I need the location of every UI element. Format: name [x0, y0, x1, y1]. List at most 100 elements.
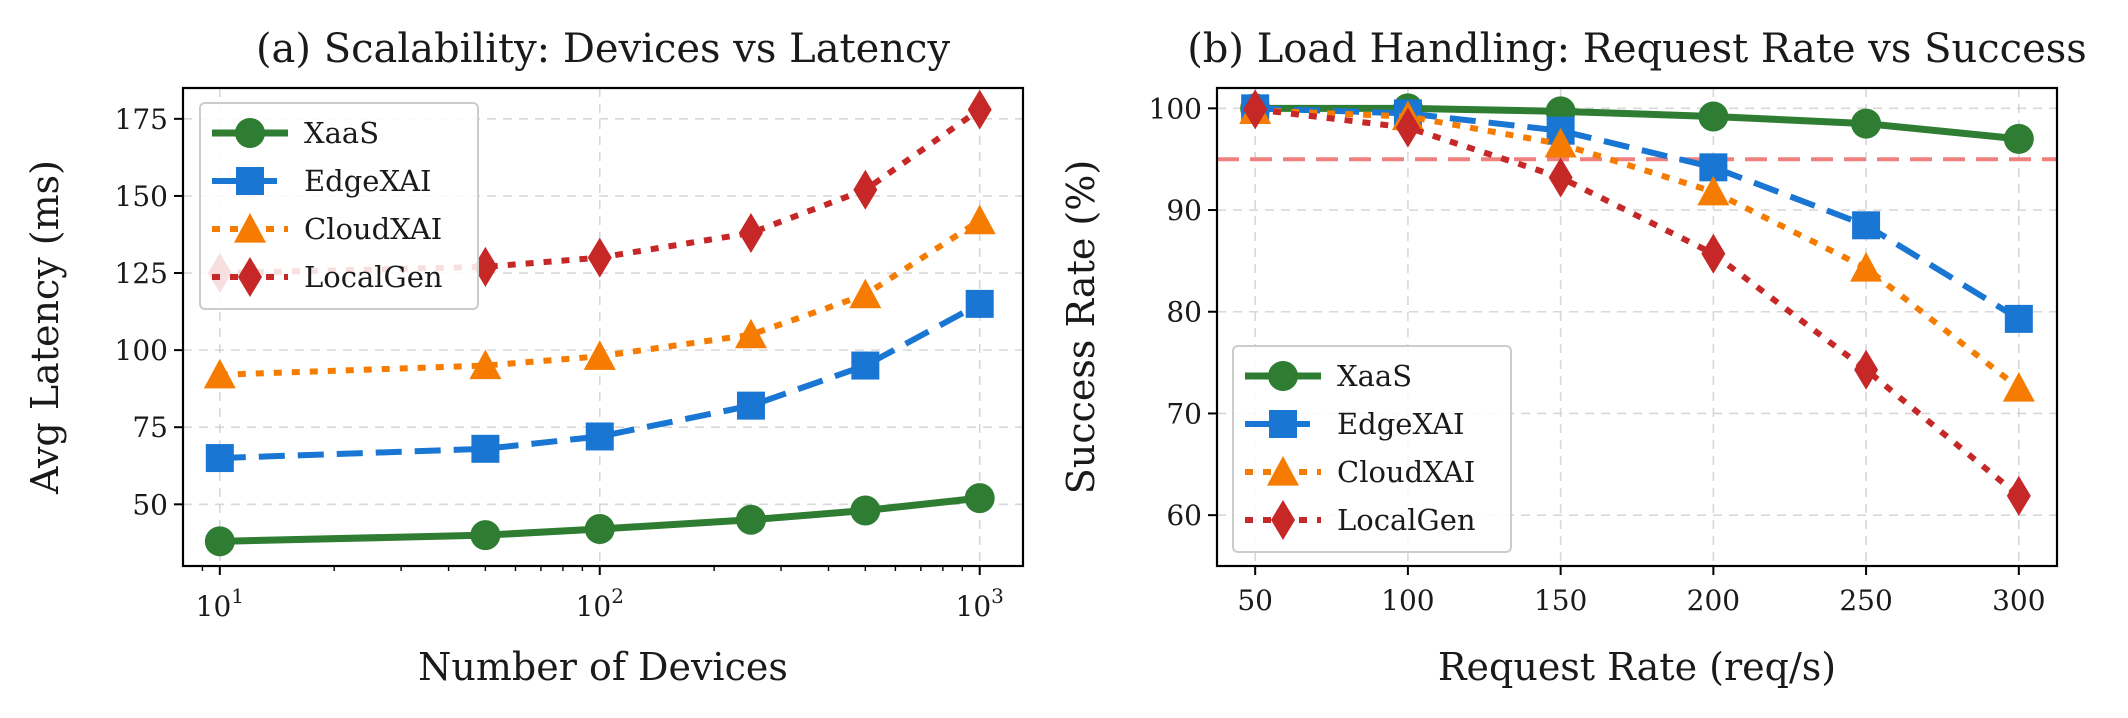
legend-label-xaas: XaaS: [1337, 359, 1412, 393]
data-point-localgen: [587, 237, 612, 278]
legend-box: [199, 102, 479, 310]
y-tick-label: 70: [1166, 397, 1202, 430]
data-point-xaas: [1698, 101, 1729, 132]
legend-label-localgen: LocalGen: [304, 260, 443, 294]
legend-label-edgexai: EdgeXAI: [1337, 407, 1464, 441]
x-tick-label: 103: [956, 584, 1004, 623]
series-cloudxai: [203, 204, 996, 389]
legend-marker-xaas: [235, 118, 265, 148]
series-line-localgen: [1254, 106, 2021, 499]
x-tick-label: 100: [1381, 584, 1434, 617]
data-point-cloudxai: [1850, 252, 1883, 282]
data-point-cloudxai: [1697, 175, 1730, 206]
data-point-localgen: [1548, 157, 1573, 198]
x-tick-label: 101: [196, 584, 244, 623]
y-tick-label: 100: [1149, 92, 1202, 125]
series-line-xaas: [219, 494, 981, 545]
plot-frame: [1215, 86, 2059, 568]
series-line-edgexai: [219, 301, 982, 462]
x-tick-label: 200: [1687, 584, 1740, 617]
data-point-localgen: [967, 89, 992, 130]
legend-label-xaas: XaaS: [304, 116, 379, 150]
data-point-localgen: [473, 246, 498, 287]
x-tick-label: 150: [1534, 584, 1587, 617]
x-tick-base: 10: [956, 590, 992, 623]
data-point-cloudxai: [469, 349, 502, 380]
y-tick-label: 60: [1166, 499, 1202, 532]
data-point-localgen: [2006, 475, 2031, 516]
data-point-xaas: [964, 483, 995, 514]
y-tick-label: 80: [1166, 296, 1202, 329]
x-tick-label: 50: [1237, 584, 1273, 617]
y-tick-label: 175: [115, 103, 168, 136]
series-line-xaas: [1255, 104, 2020, 143]
y-tick-label: 100: [115, 334, 168, 367]
x-tick-exponent: 3: [991, 584, 1004, 608]
data-point-xaas: [584, 513, 615, 544]
legend-label-edgexai: EdgeXAI: [304, 164, 431, 198]
legend-label-cloudxai: CloudXAI: [1337, 455, 1475, 489]
data-point-edgexai: [2004, 304, 2033, 333]
data-point-cloudxai: [1544, 127, 1577, 158]
data-point-localgen: [1395, 107, 1420, 148]
data-point-localgen: [1854, 349, 1879, 390]
x-tick-base: 10: [576, 590, 612, 623]
data-point-localgen: [738, 212, 763, 253]
data-point-edgexai: [471, 434, 500, 463]
plot-frame: [181, 86, 1025, 568]
chart-load-handling: 50 100 150 200 250 300 60 70 80 90 100 (b) Load Han…: [1059, 26, 2087, 689]
data-point-cloudxai: [583, 340, 616, 370]
legend: XaaS EdgeXAI CloudXAI LocalGen: [199, 102, 479, 310]
data-point-localgen: [1243, 89, 1268, 130]
y-axis-label: Avg Latency (ms): [23, 160, 67, 495]
legend-marker-localgen: [1271, 500, 1295, 540]
x-tick-label: 250: [1839, 584, 1892, 617]
y-tick-label: 150: [115, 180, 168, 213]
legend-marker-edgexai: [1269, 410, 1297, 438]
data-point-xaas: [470, 520, 501, 551]
data-point-edgexai: [205, 444, 234, 473]
y-tick-label: 50: [132, 488, 168, 521]
legend-marker-xaas: [1268, 361, 1298, 391]
data-point-xaas: [1851, 108, 1882, 139]
legend-label-localgen: LocalGen: [1337, 503, 1476, 537]
legend-label-cloudxai: CloudXAI: [304, 212, 442, 246]
data-point-edgexai: [1852, 211, 1881, 240]
data-point-edgexai: [851, 351, 880, 380]
series-xaas: [204, 483, 995, 557]
data-point-cloudxai: [734, 318, 767, 349]
series-localgen: [1243, 89, 2031, 516]
x-tick-exponent: 1: [231, 584, 244, 608]
data-point-localgen: [853, 169, 878, 210]
data-point-cloudxai: [203, 358, 236, 389]
y-tick-label: 90: [1166, 194, 1202, 227]
data-point-edgexai: [965, 289, 994, 318]
x-axis-label: Number of Devices: [418, 645, 788, 689]
x-tick-exponent: 2: [611, 584, 624, 608]
data-point-edgexai: [736, 391, 765, 420]
chart-title: (a) Scalability: Devices vs Latency: [256, 26, 951, 72]
legend-marker-edgexai: [236, 167, 264, 195]
data-point-cloudxai: [963, 204, 996, 235]
data-point-xaas: [850, 495, 881, 526]
data-point-cloudxai: [849, 278, 882, 309]
x-tick-label: 300: [1992, 584, 2045, 617]
legend-marker-localgen: [238, 257, 262, 297]
series-xaas: [1240, 93, 2034, 154]
data-point-cloudxai: [2002, 372, 2035, 402]
grid: [1217, 88, 2057, 566]
y-tick-label: 125: [115, 257, 168, 290]
data-point-edgexai: [585, 422, 614, 451]
legend-marker-cloudxai: [234, 213, 266, 243]
x-tick-base: 10: [196, 590, 232, 623]
chart-title: (b) Load Handling: Request Rate vs Succe…: [1187, 26, 2087, 72]
y-axis-label: Success Rate (%): [1059, 160, 1103, 494]
legend: XaaS EdgeXAI CloudXAI LocalGen: [1232, 345, 1512, 553]
x-tick-label: 102: [576, 584, 624, 623]
x-axis-label: Request Rate (req/s): [1438, 645, 1836, 689]
data-point-xaas: [204, 526, 235, 557]
data-point-xaas: [735, 504, 766, 535]
legend-marker-cloudxai: [1267, 456, 1299, 486]
